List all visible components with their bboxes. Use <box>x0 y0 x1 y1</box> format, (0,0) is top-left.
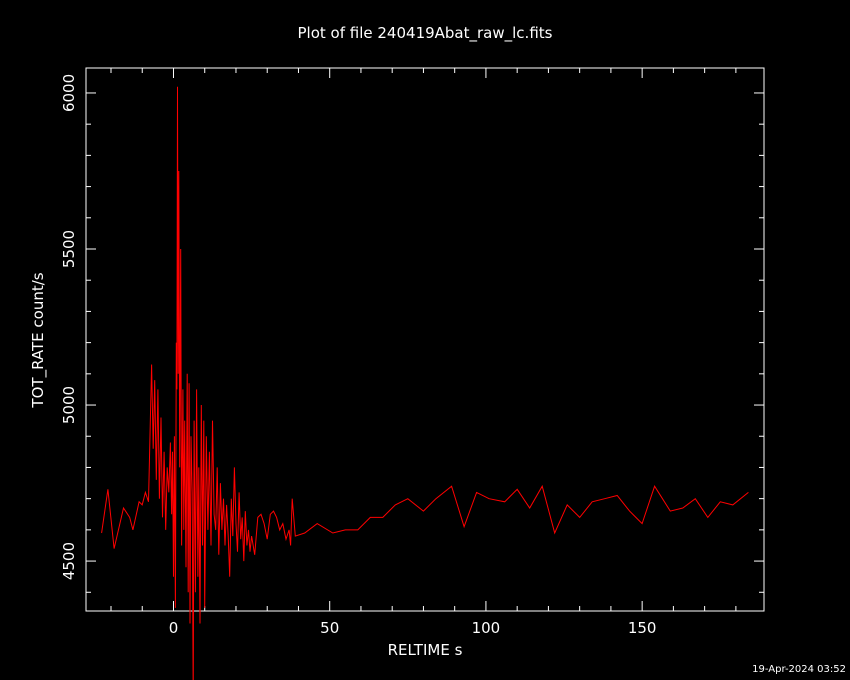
y-tick-label: 5000 <box>60 386 78 424</box>
axis-tick-labels: 0 50 100 150 4500 5000 5500 6000 <box>60 74 656 637</box>
x-tick-label: 50 <box>320 619 339 637</box>
x-tick-label: 150 <box>628 619 657 637</box>
y-tick-label: 5500 <box>60 230 78 268</box>
timestamp-label: 19-Apr-2024 03:52 <box>752 664 846 675</box>
series-line-0 <box>101 86 749 680</box>
x-tick-label: 100 <box>472 619 501 637</box>
y-axis-label: TOT_RATE count/s <box>29 272 48 408</box>
y-tick-label: 6000 <box>60 74 78 112</box>
y-tick-label: 4500 <box>60 542 78 580</box>
axis-ticks <box>86 68 764 611</box>
x-tick-label: 0 <box>169 619 179 637</box>
chart-title: Plot of file 240419Abat_raw_lc.fits <box>298 24 553 43</box>
series-group <box>101 86 749 680</box>
x-axis-label: RELTIME s <box>388 641 463 659</box>
plot-frame <box>85 67 765 612</box>
